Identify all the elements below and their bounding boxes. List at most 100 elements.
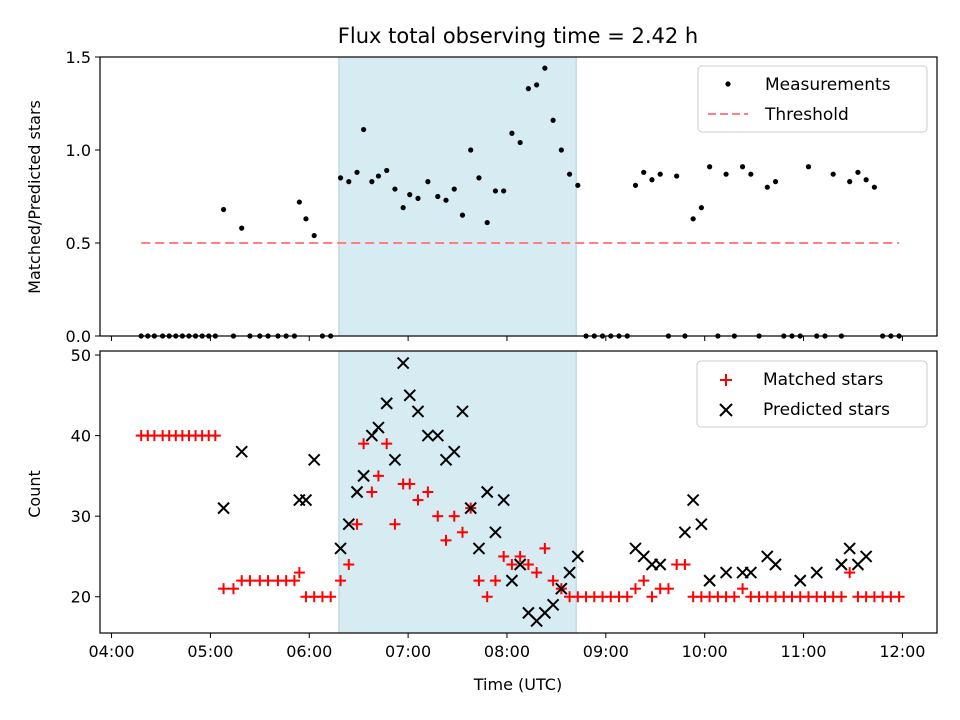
predicted-star-point	[472, 542, 486, 555]
top-legend: Measurements Threshold	[697, 65, 928, 133]
predicted-star-point	[350, 485, 364, 499]
measurement-point	[855, 169, 861, 175]
measurement-point	[690, 216, 696, 222]
legend-marker-predicted	[719, 403, 733, 417]
y-tick-label: 1.0	[66, 141, 91, 160]
shaded-observing-window	[338, 350, 577, 634]
measurement-point	[484, 219, 490, 226]
top-ylabel: Matched/Predicted stars	[25, 100, 44, 294]
matched-star-point	[629, 583, 641, 595]
predicted-star-point	[411, 405, 425, 418]
measurement-point	[863, 177, 869, 183]
matched-star-point	[473, 575, 485, 587]
measurement-point	[468, 147, 474, 153]
bottom-panel: Count Time (UTC) 20 30 40 50 04:00 05:00 06:00…	[25, 346, 938, 694]
measurement-point	[492, 188, 499, 194]
y-tick-label: 50	[71, 346, 91, 365]
matched-star-point	[728, 591, 740, 603]
matched-star-point	[737, 583, 749, 595]
measurement-point	[550, 117, 556, 123]
x-tick-label: 04:00	[88, 642, 134, 661]
legend-label-matched: Matched stars	[763, 370, 883, 390]
matched-star-point	[262, 575, 274, 587]
y-tick-label: 20	[71, 588, 91, 607]
matched-star-point	[456, 526, 468, 538]
measurement-point	[871, 184, 877, 190]
matched-star-point	[288, 575, 300, 587]
measurement-point	[384, 167, 390, 174]
predicted-star-point	[794, 574, 807, 587]
top-panel: Flux total observing time = 2.42 h Match…	[25, 24, 938, 346]
matched-star-point	[381, 438, 393, 450]
y-tick-label: 40	[71, 427, 91, 446]
y-tick-label: 0.0	[66, 327, 91, 346]
measurement-point	[443, 197, 449, 203]
bottom-ylabel: Count	[25, 470, 44, 518]
predicted-star-point	[342, 518, 356, 531]
predicted-star-point	[695, 518, 708, 531]
matched-star-point	[404, 478, 416, 490]
matched-star-point	[893, 591, 905, 603]
predicted-star-point	[563, 566, 576, 579]
measurement-point	[296, 199, 302, 205]
predicted-star-point	[456, 405, 469, 418]
x-tick-label: 12:00	[879, 642, 925, 661]
predicted-star-point	[299, 493, 313, 507]
y-tick-label: 1.5	[66, 48, 91, 67]
legend-label-measurements: Measurements	[765, 75, 891, 95]
measurement-point	[407, 192, 413, 198]
matched-star-point	[481, 591, 493, 603]
predicted-star-point	[217, 501, 230, 515]
measurement-point	[476, 175, 482, 181]
matched-star-point	[366, 486, 378, 498]
measurement-point	[337, 175, 344, 181]
predicted-star-point	[497, 493, 510, 507]
measurement-point	[558, 147, 564, 153]
matched-star-point	[844, 567, 856, 579]
measurement-point	[303, 216, 309, 222]
measurement-point	[392, 186, 398, 192]
predicted-star-point	[719, 566, 733, 579]
matched-star-point	[244, 575, 256, 587]
measurement-point	[400, 205, 406, 211]
y-tick-label: 30	[71, 507, 91, 526]
predicted-star-point	[843, 542, 856, 555]
measurement-point	[649, 177, 655, 183]
measurement-point	[517, 139, 523, 146]
measurement-point	[369, 179, 375, 185]
matched-star-point	[539, 542, 551, 554]
predicted-star-point	[744, 566, 758, 579]
measurement-point	[566, 171, 573, 177]
measurement-point	[509, 130, 515, 136]
predicted-star-point	[505, 574, 519, 587]
measurement-point	[435, 193, 441, 200]
measurement-point	[354, 169, 360, 175]
measurement-point	[525, 86, 531, 92]
matched-star-point	[218, 583, 230, 595]
matched-star-point	[358, 438, 370, 450]
predicted-star-point	[372, 421, 385, 434]
predicted-star-point	[357, 469, 370, 483]
measurement-point	[764, 184, 770, 190]
matched-star-point	[372, 470, 384, 482]
predicted-star-point	[431, 429, 444, 442]
matched-star-point	[389, 518, 401, 530]
measurement-point	[748, 171, 754, 177]
measurement-point	[459, 212, 466, 218]
top-title: Flux total observing time = 2.42 h	[338, 24, 698, 48]
measurement-point	[346, 179, 352, 185]
predicted-star-point	[307, 453, 321, 466]
matched-star-point	[440, 534, 452, 546]
matched-star-point	[351, 518, 363, 530]
predicted-star-point	[769, 558, 782, 571]
measurement-point	[361, 126, 367, 133]
predicted-star-point	[380, 397, 393, 410]
measurement-point	[847, 179, 853, 185]
x-tick-label: 07:00	[385, 642, 431, 661]
predicted-star-point	[653, 558, 667, 571]
measurement-point	[575, 182, 581, 188]
predicted-star-point	[686, 493, 700, 507]
matched-star-point	[498, 550, 510, 562]
matched-star-point	[489, 575, 501, 587]
